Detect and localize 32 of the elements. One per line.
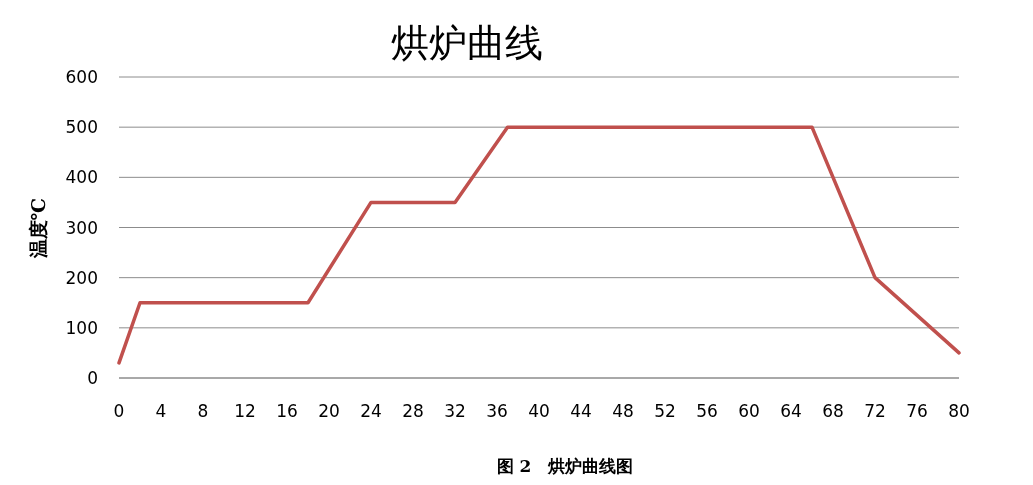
x-tick-label: 12 [234, 401, 256, 421]
y-tick-label: 500 [65, 117, 98, 138]
y-tick-label: 400 [65, 167, 98, 188]
x-tick-label: 36 [486, 401, 508, 421]
x-tick-label: 4 [155, 401, 167, 421]
x-tick-label: 44 [570, 401, 592, 421]
x-tick-label: 68 [822, 401, 844, 421]
x-tick-label: 60 [738, 401, 760, 421]
x-tick-label: 80 [948, 401, 970, 421]
x-tick-label: 8 [197, 401, 209, 421]
x-tick-label: 76 [906, 401, 928, 421]
y-axis-title: 温度℃ [27, 197, 49, 260]
y-tick-label: 300 [65, 217, 98, 238]
x-tick-label: 20 [318, 401, 340, 421]
x-tick-label: 56 [696, 401, 718, 421]
x-tick-label: 0 [113, 401, 125, 421]
x-tick-label: 28 [402, 401, 424, 421]
line-series [117, 125, 961, 365]
x-tick-label: 72 [864, 401, 886, 421]
y-tick-label: 100 [65, 317, 98, 338]
x-tick-label: 48 [612, 401, 634, 421]
y-tick-label: 200 [65, 267, 98, 288]
x-tick-label: 64 [780, 401, 802, 421]
y-tick-label: 0 [87, 368, 98, 388]
x-tick-label: 52 [654, 401, 676, 421]
caption: 图 2 烘炉曲线图 [496, 456, 634, 476]
x-tick-label: 32 [444, 401, 466, 421]
x-tick-label: 24 [360, 401, 382, 421]
x-tick-label: 40 [528, 401, 550, 421]
y-tick-label: 600 [65, 67, 98, 87]
x-tick-label: 16 [276, 401, 298, 421]
chart-title: 烘炉曲线 [391, 21, 543, 65]
